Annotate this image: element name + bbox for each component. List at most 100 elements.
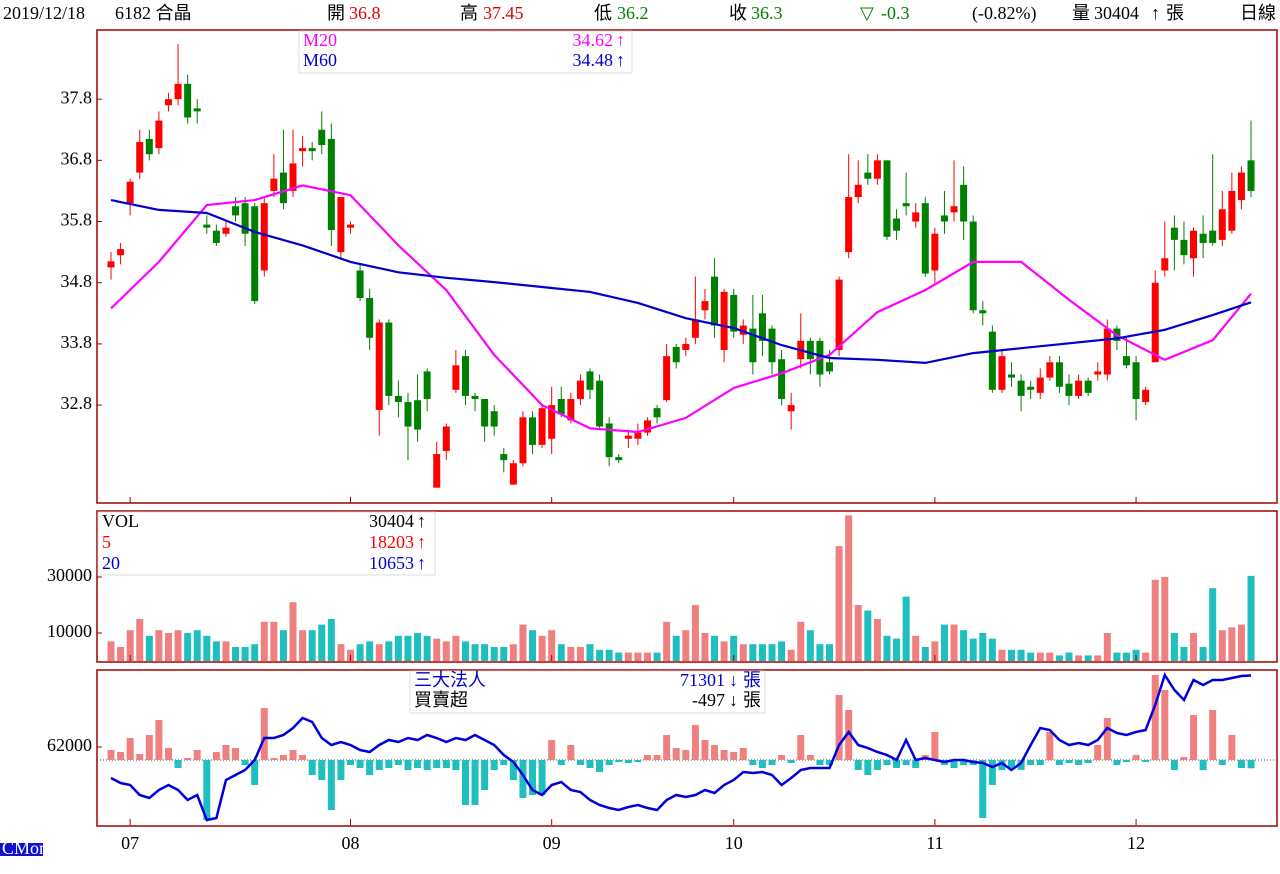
candle-body (241, 203, 249, 234)
bar (1151, 579, 1159, 661)
candle-body (643, 420, 651, 433)
bar (931, 641, 939, 661)
candle-body (433, 454, 441, 488)
bar (184, 758, 192, 760)
bar (873, 618, 881, 661)
moving-average (110, 184, 1252, 434)
bar (1237, 760, 1245, 768)
candle-body (289, 163, 297, 191)
candle-body (596, 380, 604, 427)
candle-body (1132, 362, 1140, 399)
bar (596, 649, 604, 661)
bar (404, 760, 412, 770)
legend-name: M20 (303, 30, 337, 50)
bar (107, 641, 115, 661)
bar (893, 760, 901, 768)
bar (711, 635, 719, 661)
legend-arrow: ↑ (616, 30, 625, 50)
volume-value: 30404 (1094, 3, 1139, 23)
candle-body (461, 356, 469, 396)
open-label: 開 (327, 3, 345, 23)
candle-body (787, 405, 795, 412)
bar (347, 760, 354, 765)
bar (145, 735, 153, 760)
bar (596, 760, 604, 772)
bar (902, 760, 910, 765)
legend-arrow: ↑ (417, 511, 426, 531)
bar (950, 760, 958, 768)
legend-value: 34.62 (573, 30, 614, 50)
candle-body (912, 212, 920, 222)
bar (308, 630, 316, 661)
bar (567, 745, 575, 760)
bar (481, 760, 489, 790)
candle-body (567, 398, 575, 421)
candle-body (998, 356, 1006, 390)
candle-body (279, 172, 287, 204)
bar (1161, 576, 1169, 661)
footer-badge (0, 843, 43, 856)
volume-label: 量 (1072, 3, 1090, 23)
bar (969, 638, 977, 661)
bar (318, 760, 326, 780)
candle-body (1247, 160, 1255, 191)
legend-arrow: ↑ (616, 50, 625, 70)
candle-body (835, 279, 843, 351)
candle-body (423, 371, 431, 399)
change-pct: (-0.82%) (972, 3, 1036, 24)
candle-body (1180, 239, 1188, 256)
bar (414, 760, 422, 768)
bar (567, 646, 575, 661)
bar (701, 632, 709, 661)
legend-name: 三大法人 (414, 670, 486, 690)
candle-body (758, 313, 766, 341)
bar (605, 760, 613, 765)
candle-body (164, 99, 172, 106)
candle-body (682, 343, 690, 351)
bar (222, 745, 230, 760)
bar (366, 760, 374, 775)
bar (155, 630, 163, 661)
bar (730, 635, 738, 661)
candle-body (845, 197, 853, 253)
candle-body (1065, 383, 1073, 396)
legend-name: M60 (303, 50, 337, 70)
stock: 6182 合晶 (115, 3, 192, 23)
bar (452, 760, 460, 770)
bar (145, 635, 153, 661)
bar (356, 644, 364, 661)
x-tick-label: 09 (543, 833, 561, 853)
bar (826, 644, 833, 661)
price-panel (96, 29, 1278, 504)
candle-body (1122, 356, 1130, 366)
candle-body (969, 221, 977, 311)
bar (653, 755, 661, 760)
candle-body (1075, 380, 1083, 396)
bar (988, 638, 996, 661)
candle-body (615, 457, 623, 461)
bar (797, 735, 805, 760)
date: 2019/12/18 (3, 3, 85, 23)
candle-body (691, 319, 699, 338)
bar (232, 748, 240, 760)
close-value: 36.3 (751, 3, 783, 23)
candle-body (1218, 209, 1226, 240)
bar (155, 720, 163, 760)
bar (117, 646, 125, 661)
bar (519, 760, 527, 798)
legend-arrow: ↓ (729, 690, 738, 710)
legend-unit: 張 (743, 670, 761, 690)
plot: 32.8 33.8 34.8 35.8 36.8 37.8 10000 30000 62000 0… (47, 44, 1277, 853)
bar (126, 630, 134, 661)
bar (1008, 649, 1016, 661)
candle-body (931, 233, 939, 271)
legend-unit: 張 (743, 690, 761, 710)
candle-body (538, 408, 546, 445)
bar (203, 635, 211, 661)
bar (203, 760, 211, 820)
bar (1103, 632, 1111, 661)
candle-body (1055, 362, 1063, 387)
bar (1180, 646, 1188, 661)
candle-body (414, 400, 422, 430)
legend-value: 71301 (680, 670, 725, 690)
